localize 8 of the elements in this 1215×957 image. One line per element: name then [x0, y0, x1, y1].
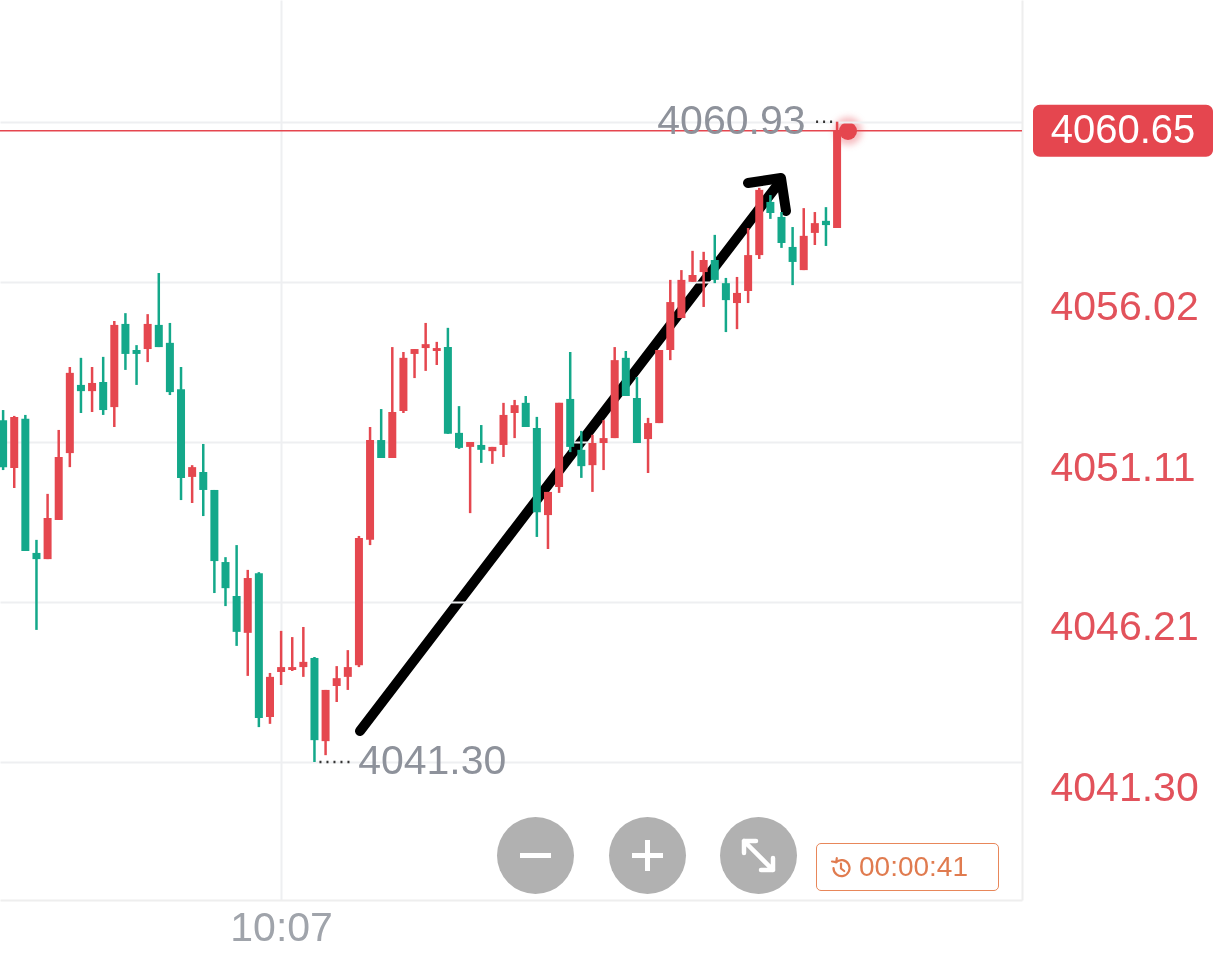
timer-badge: 00:00:41 [816, 843, 999, 891]
annotation: 4041.30 [358, 737, 507, 784]
y-tick-label: 4041.30 [1050, 763, 1199, 810]
y-tick-label: 4056.02 [1050, 283, 1199, 330]
ref-line-label: 4060.65 [1050, 106, 1196, 151]
x-tick-label: 10:07 [230, 903, 333, 950]
y-tick-label: 4046.21 [1050, 603, 1199, 650]
y-tick-label: 4051.11 [1050, 443, 1196, 490]
